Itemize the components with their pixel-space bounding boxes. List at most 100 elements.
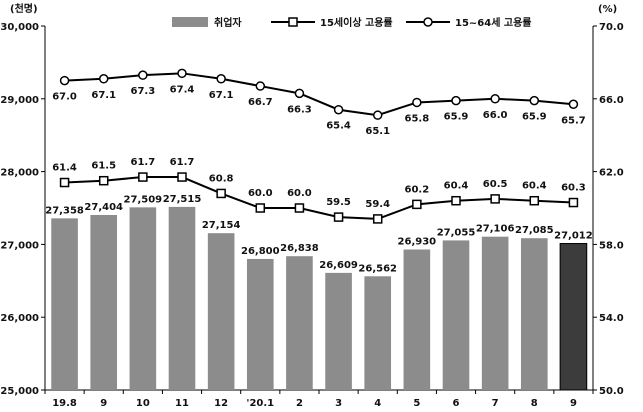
point-15to64 [138,70,148,80]
right-tick-label: 66.0 [599,95,624,106]
bar-label-employed: 27,509 [124,194,163,205]
bar-label-employed: 26,609 [319,260,358,271]
bar-employed [207,233,235,390]
point-15plus [98,175,109,186]
right-tick-label: 62.0 [599,168,624,179]
point-15to64 [451,95,461,106]
bar-label-employed: 27,085 [515,225,554,236]
bar-label-employed: 27,012 [554,231,593,242]
line-15to64 [64,72,574,117]
left-tick-label: 26,000 [0,313,39,324]
bar-employed [325,272,352,390]
point-15plus [372,214,383,224]
right-tick-label: 54.0 [599,313,624,324]
bar-label-employed: 26,838 [280,243,319,254]
left-tick-label: 25,000 [0,386,39,397]
bar-employed [559,243,588,391]
point-label-15plus: 60.2 [405,184,430,195]
point-label-15to64: 65.4 [326,121,351,132]
point-label-15plus: 61.4 [52,163,77,174]
bar-employed [168,206,196,390]
axes: 25,000 26,000 27,000 28,000 29,000 30,000 50.0… [0,22,623,409]
bar-employed [481,236,509,390]
point-15to64 [568,99,579,110]
legend-marker-15to64 [423,17,433,27]
point-15to64 [490,94,500,104]
x-tick-label: 19.8 [52,398,77,409]
point-label-15to64: 65.1 [365,126,390,137]
point-15to64 [294,88,305,99]
legend-label-employed: 취업자 [214,16,242,29]
left-axis-unit: (천명) [10,2,38,15]
x-tick-label: 2 [296,398,303,409]
point-label-15to64: 65.8 [405,113,430,124]
left-tick-label: 30,000 [0,22,39,33]
point-15plus [177,172,187,182]
x-tick-label: 10 [136,398,150,409]
point-15to64 [412,97,422,108]
x-tick-label: 3 [335,398,342,409]
point-15plus [216,188,226,199]
point-label-15to64: 67.0 [52,92,77,103]
bar-employed [286,256,313,390]
point-label-15to64: 67.1 [209,90,234,101]
point-label-15to64: 67.1 [91,90,116,101]
right-axis-unit: (%) [598,4,617,15]
point-15plus [490,194,500,204]
x-tick-label: '20.1 [246,398,274,409]
bar-label-employed: 26,562 [358,263,397,274]
bar-employed [520,238,548,390]
line-15plus [64,176,574,220]
point-label-15to64: 65.9 [444,112,469,123]
left-tick-label: 29,000 [0,95,39,106]
point-label-15plus: 60.8 [209,173,234,184]
point-label-15to64: 67.3 [131,86,156,97]
point-label-15plus: 59.4 [365,199,390,210]
bar-label-employed: 26,800 [241,246,280,257]
legend-label-15plus: 15세이상 고용률 [320,16,393,29]
point-label-15plus: 60.4 [522,181,547,192]
point-15plus [568,197,579,208]
point-label-15plus: 59.5 [326,197,351,208]
bar-employed [51,218,78,390]
point-label-15to64: 66.0 [483,110,508,121]
lines [59,68,579,224]
right-tick-label: 50.0 [599,386,624,397]
bar-employed [90,214,118,390]
point-15plus [59,177,70,188]
point-label-15plus: 60.5 [483,179,508,190]
legend-marker-15plus [288,17,298,27]
point-15plus [294,203,305,213]
point-15to64 [333,104,344,115]
legend-swatch-employed [172,17,208,27]
point-label-15plus: 61.5 [91,161,116,172]
x-tick-label: 7 [492,398,499,409]
point-label-15to64: 66.7 [248,97,273,108]
point-15to64 [372,110,383,120]
bar-employed [129,207,157,390]
point-15plus [529,195,540,206]
point-label-15to64: 65.9 [522,112,547,123]
x-tick-label: 5 [413,398,420,409]
legend-label-15to64: 15~64세 고용률 [455,16,532,29]
point-15plus [451,195,461,206]
point-label-15plus: 60.0 [248,188,273,199]
bar-label-employed: 27,404 [84,202,123,213]
x-tick-label: 4 [374,398,381,409]
point-15to64 [98,74,109,84]
point-15plus [138,172,148,182]
point-15to64 [216,74,226,84]
x-tick-label: 11 [175,398,189,409]
point-15to64 [255,81,266,91]
bar-label-employed: 27,358 [45,205,84,216]
bar-employed [442,240,470,390]
x-tick-label: 9 [100,398,107,409]
right-tick-label: 58.0 [599,240,624,251]
bar-employed [403,249,431,390]
point-15to64 [177,68,187,79]
right-tick-label: 70.0 [599,22,624,33]
bar-label-employed: 27,154 [202,220,241,231]
bar-label-employed: 27,055 [437,227,476,238]
point-15to64 [529,95,540,106]
